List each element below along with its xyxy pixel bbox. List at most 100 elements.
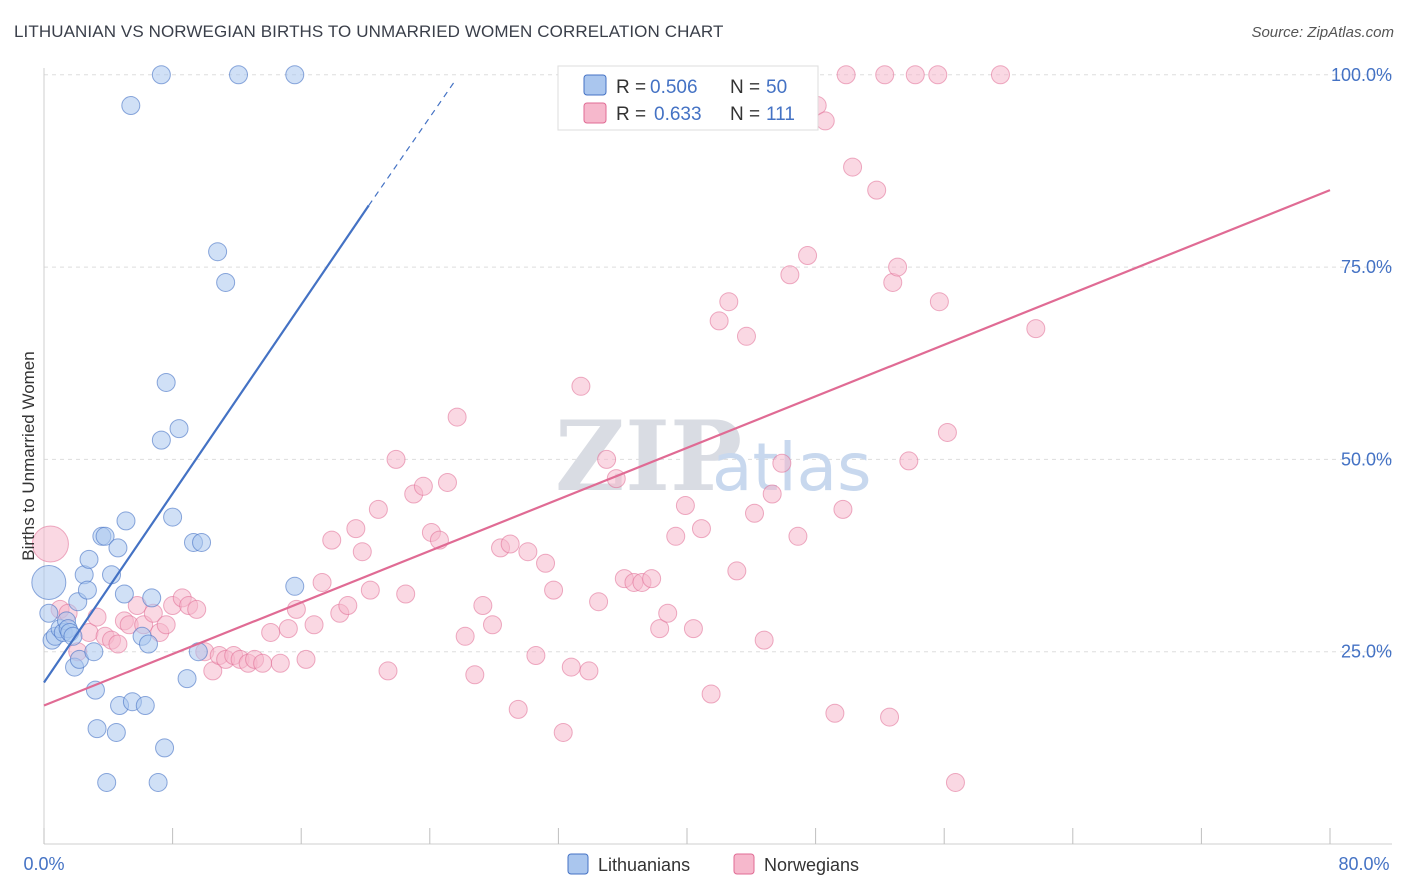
norwegians-point [278,619,298,639]
norwegians-point [108,634,128,654]
legend-r-label-lithuanians: R = [616,77,646,98]
norwegians-point [561,657,581,677]
x-tick-label-min: 0.0% [23,854,64,874]
lithuanians-point [31,564,67,600]
norwegians-point [322,530,342,550]
norwegians-point [352,542,372,562]
legend-r-value-lithuanians: 0.506 [650,77,698,98]
norwegians-point [500,534,520,554]
norwegians-point [836,65,856,85]
legend-n-value-norwegians: 111 [766,104,795,125]
norwegians-point [780,265,800,285]
norwegians-point [691,519,711,539]
norwegians-points [31,65,1046,792]
legend-n-label-norwegians: N = [730,104,760,125]
lithuanians-point [229,65,249,85]
y-tick-label: 50.0% [1341,449,1392,469]
lithuanians-point [108,538,128,558]
norwegians-point [270,653,290,673]
norwegians-point [261,622,281,642]
lithuanians-point [177,669,197,689]
legend-n-label-lithuanians: N = [730,77,760,98]
watermark: ZIP atlas [555,400,872,513]
lithuanians-point [148,772,168,792]
norwegians-point [888,257,908,277]
norwegians-point [675,496,695,516]
norwegians-point [473,596,493,616]
norwegians-point [312,572,332,592]
norwegians-point [544,580,564,600]
norwegians-point [788,526,808,546]
lithuanians-point [106,722,126,742]
norwegians-point [833,499,853,519]
norwegians-point [736,326,756,346]
lithuanians-point [135,696,155,716]
norwegians-point [508,699,528,719]
source-label: Source: ZipAtlas.com [1251,24,1394,41]
norwegians-point [905,65,925,85]
norwegians-point [571,376,591,396]
y-tick-label: 25.0% [1341,642,1392,662]
norwegians-point [666,526,686,546]
lithuanians-points [31,65,305,792]
lithuanians-point [169,419,189,439]
norwegians-point [745,503,765,523]
norwegians-point [286,599,306,619]
norwegians-point [929,292,949,312]
norwegians-point [772,453,792,473]
watermark-zip: ZIP [555,400,742,513]
lithuanians-point [163,507,183,527]
lithuanians-point [192,532,212,552]
x-ticks [43,828,1331,844]
lithuanians-point [95,526,115,546]
chart-title: LITHUANIAN VS NORWEGIAN BIRTHS TO UNMARR… [14,22,724,41]
legend-swatch-lithuanians [583,74,607,96]
y-tick-labels: 25.0% 50.0% 75.0% 100.0% [1331,65,1392,662]
norwegians-point [658,603,678,623]
lithuanians-point [121,96,141,116]
lithuanians-point [142,588,162,608]
norwegians-point [597,449,617,469]
stats-legend: R = 0.506 N = 50 R = 0.633 N = 111 [557,65,819,131]
norwegians-point [518,542,538,562]
norwegians-point [928,65,948,85]
y-tick-label: 75.0% [1341,257,1392,277]
lithuanians-point [114,584,134,604]
bottom-legend-swatch-lithuanians [567,853,589,875]
bottom-legend-lithuanians: Lithuanians [598,855,690,875]
norwegians-point [642,569,662,589]
watermark-atlas: atlas [712,429,872,506]
lithuanians-point [97,772,117,792]
norwegians-point [762,484,782,504]
norwegians-point [798,246,818,266]
series-legend: Lithuanians Norwegians [567,853,859,875]
lithuanians-point [84,642,104,662]
norwegians-point [825,703,845,723]
legend-n-value-lithuanians: 50 [766,77,787,98]
norwegians-point [296,649,316,669]
lithuanians-trend-extension [368,82,455,206]
norwegians-point [526,646,546,666]
lithuanians-point [155,738,175,758]
norwegians-point [990,65,1010,85]
lithuanians-point [151,65,171,85]
x-tick-label-max: 80.0% [1338,854,1389,874]
legend-swatch-norwegians [583,102,607,124]
norwegians-point [447,407,467,427]
norwegians-point [945,772,965,792]
norwegians-point [378,661,398,681]
norwegians-point [360,580,380,600]
lithuanians-point [77,580,97,600]
norwegians-point [754,630,774,650]
legend-r-value-norwegians: 0.633 [654,104,702,125]
norwegians-point [875,65,895,85]
norwegians-point [455,626,475,646]
norwegians-point [709,311,729,331]
lithuanians-point [116,511,136,531]
bottom-legend-norwegians: Norwegians [764,855,859,875]
norwegians-point [187,599,207,619]
norwegians-point [650,619,670,639]
norwegians-point [87,607,107,627]
gridlines [44,74,1392,653]
